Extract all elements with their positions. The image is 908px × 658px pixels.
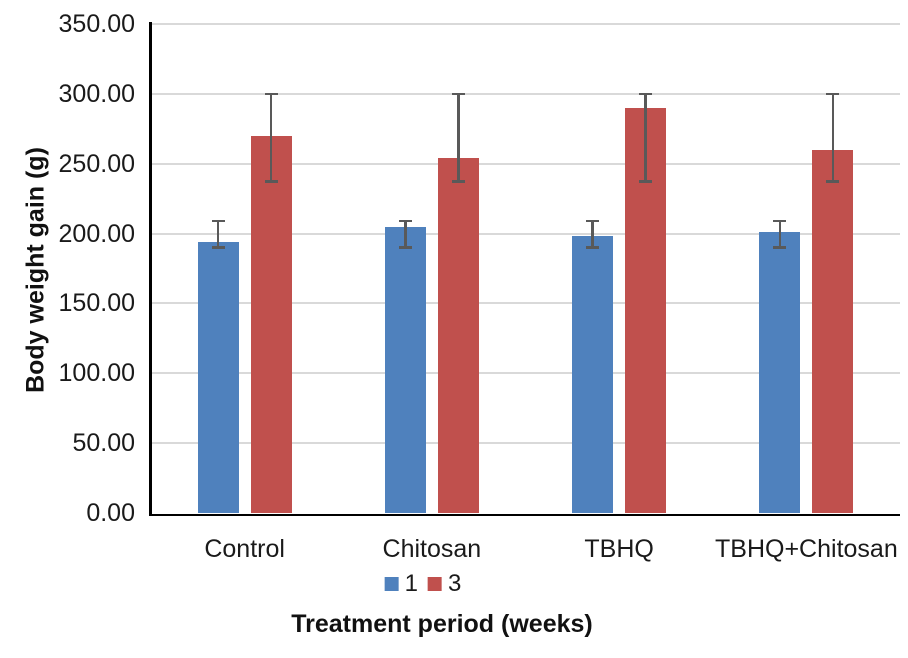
gridline-300 [151,92,900,95]
y-tick-label-150.00: 150.00 [58,289,135,318]
error-bar-cap-top [264,92,278,96]
error-bar-cap-top [451,92,465,96]
error-bar-cap-bottom [398,246,412,249]
gridline-100 [151,372,900,375]
error-bar-whisker [644,93,647,182]
error-bar-whisker [591,220,594,248]
bar-control-week1 [197,241,239,513]
y-tick-label-300.00: 300.00 [58,79,135,108]
error-bar-cap-top [639,92,653,96]
bar-tbhq-week1 [572,236,614,513]
y-tick-label-100.00: 100.00 [58,359,135,388]
y-axis-title: Body weight gain (g) [21,147,50,393]
error-bar-cap-bottom [264,180,278,183]
legend-label-1: 1 [404,570,418,597]
error-bar-whisker [457,93,460,182]
category-label-tbhq-chitosan: TBHQ+Chitosan [715,535,898,563]
y-tick-label-0.00: 0.00 [86,499,135,527]
legend-swatch-3 [428,577,442,591]
legend-swatch-1 [384,577,399,591]
error-bar-whisker [269,93,273,182]
x-axis-title: Treatment period (weeks) [291,610,593,638]
error-bar-cap-bottom [586,246,600,249]
error-bar-cap-top [398,219,412,223]
error-bar-whisker [778,220,782,248]
y-tick-label-200.00: 200.00 [58,219,135,248]
error-bar-whisker [831,93,835,182]
bar-chitosan-week1 [384,226,426,513]
error-bar-whisker [216,220,220,248]
bar-tbhq-chitosan-week3 [812,149,854,513]
error-bar-cap-top [211,219,225,223]
gridline-200 [151,232,900,235]
error-bar-cap-bottom [773,246,787,249]
error-bar-cap-top [586,219,600,223]
y-tick-label-350.00: 350.00 [58,10,135,38]
gridline-150 [151,302,900,305]
y-tick-label-50.00: 50.00 [72,429,135,458]
gridline-250 [151,162,900,165]
error-bar-cap-bottom [451,180,465,183]
error-bar-cap-bottom [211,246,225,249]
gridline-350 [151,23,900,25]
error-bar-cap-top [773,219,787,223]
y-tick-label-250.00: 250.00 [58,149,135,178]
legend-entry-3: 3 [428,572,461,596]
error-bar-cap-bottom [826,180,840,183]
plot-area [151,23,900,513]
category-label-chitosan: Chitosan [382,535,482,563]
bar-tbhq-chitosan-week1 [759,232,801,513]
gridline-50 [151,442,900,445]
legend-label-3: 3 [448,570,462,597]
bar-control-week3 [250,135,292,513]
category-label-tbhq: TBHQ [584,535,654,563]
bar-chitosan-week3 [437,158,479,513]
error-bar-cap-top [826,92,840,96]
y-axis-line [149,22,152,515]
legend-entry-1: 1 [384,570,418,597]
error-bar-whisker [404,220,407,248]
error-bar-cap-bottom [639,180,653,183]
x-axis-line [149,513,900,516]
category-label-control: Control [204,535,285,563]
